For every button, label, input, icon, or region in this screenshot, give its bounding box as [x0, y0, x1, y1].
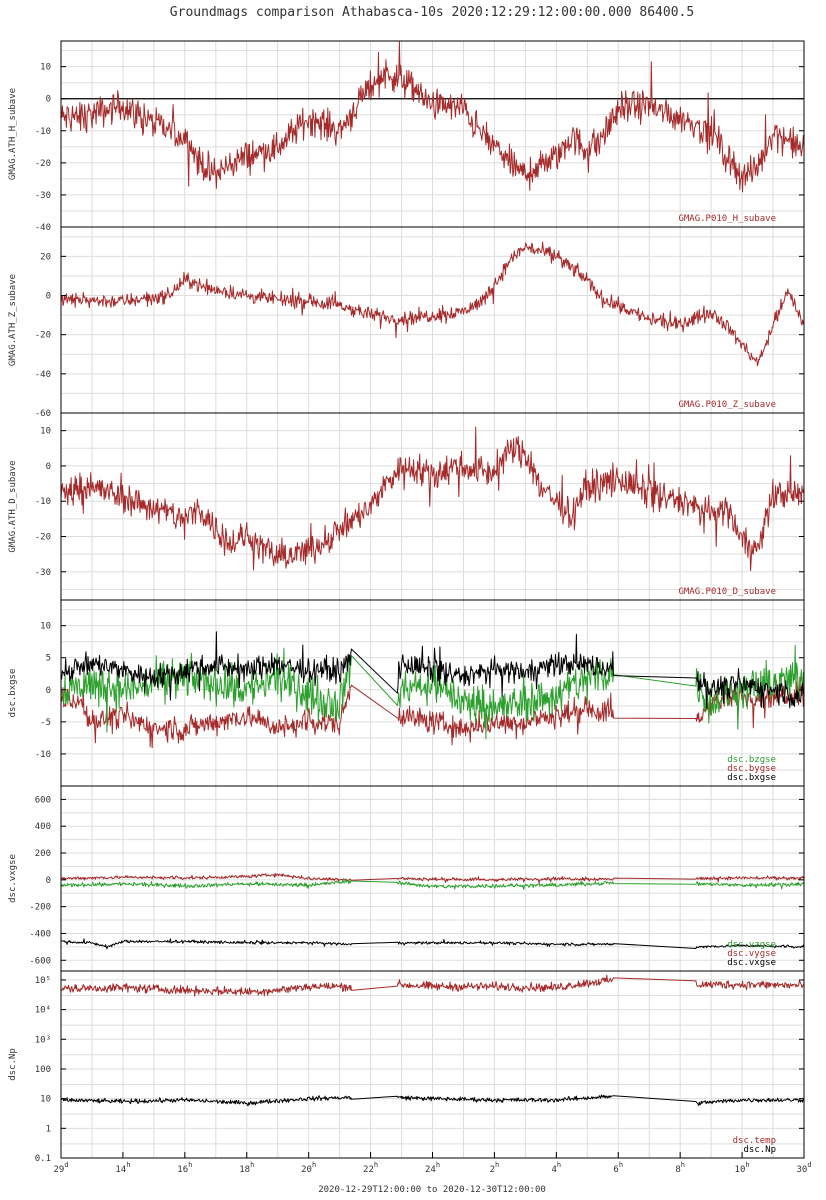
y-tick-label: 400: [35, 822, 51, 832]
x-tick-label: 20h: [301, 1161, 316, 1175]
series-line-red: [60, 241, 805, 367]
y-tick-label: -10: [35, 127, 51, 137]
series-line-green: [60, 644, 805, 740]
y-tick-label: 600: [35, 795, 51, 805]
chart-title: Groundmags comparison Athabasca-10s 2020…: [170, 5, 694, 20]
y-tick-label: 0: [46, 95, 51, 105]
x-tick-label: 24h: [425, 1161, 440, 1175]
y-axis-label: GMAG.ATH_D_subave: [8, 460, 18, 552]
y-tick-label: 0: [46, 462, 51, 472]
series-line-red: [60, 41, 805, 193]
y-tick-label: -600: [29, 956, 51, 966]
x-tick-label: 14h: [115, 1161, 130, 1175]
y-tick-label: 100: [35, 1065, 51, 1075]
y-tick-label: -200: [29, 903, 51, 913]
series-line-red: [60, 974, 805, 997]
y-tick-label: 10: [40, 427, 51, 437]
x-tick-label: 8h: [675, 1161, 685, 1175]
x-tick-label: 16h: [177, 1161, 192, 1175]
panel-stack: 100-10-20-30-40GMAG.ATH_H_subaveGMAG.P01…: [8, 40, 805, 1164]
panel-4: 1050-5-10dsc.bxgsedsc.bzgsedsc.bygsedsc.…: [8, 599, 805, 787]
legend-entry: dsc.bygse: [727, 764, 776, 774]
series-line-red: [60, 872, 805, 884]
x-tick-label: 4h: [552, 1161, 562, 1175]
panel-3: 10 0 -10 -20 -30 GMAG.ATH_D_subave GMAG.P010_D…: [8, 412, 805, 601]
y-tick-label: 1: [46, 1124, 51, 1134]
x-tick-label: 18h: [239, 1161, 254, 1175]
y-tick-label: 0: [46, 686, 51, 696]
y-tick-label: 10³: [35, 1035, 51, 1045]
x-tick-label: 2h: [490, 1161, 500, 1175]
series-line-black: [60, 1094, 805, 1107]
series-line-black: [60, 938, 805, 950]
y-tick-label: -10: [35, 497, 51, 507]
y-tick-label: 10: [40, 1095, 51, 1105]
y-tick-label: 20: [40, 252, 51, 262]
legend-entry: dsc.Np: [743, 1145, 776, 1155]
legend-entry: dsc.bxgse: [727, 773, 776, 783]
y-tick-label: -40: [35, 223, 51, 233]
y-axis-label: dsc.vxgse: [8, 854, 18, 903]
y-tick-label: -10: [35, 750, 51, 760]
y-tick-label: -20: [35, 331, 51, 341]
y-tick-label: -30: [35, 568, 51, 578]
legend-entry: GMAG.P010_D_subave: [678, 587, 776, 597]
y-tick-label: -5: [40, 718, 51, 728]
y-tick-label: 5: [46, 654, 51, 664]
panel-2: 20 0 -20 -40 -60 GMAG.ATH_Z_subave GMAG.P010_Z…: [8, 226, 805, 419]
panel-1: 10 0 -10 -20 -30 -40 GMAG.ATH_H_subave GMAG.P01…: [8, 40, 805, 233]
legend-entry: dsc.temp: [733, 1136, 776, 1146]
legend-entry: dsc.bzgse: [727, 755, 776, 765]
series-line-green: [60, 878, 805, 890]
series-line-red: [60, 676, 805, 749]
series-line-red: [60, 426, 805, 572]
y-tick-label: -20: [35, 532, 51, 542]
y-tick-label: 10: [40, 63, 51, 73]
legend-entry: GMAG.P010_H_subave: [678, 214, 776, 224]
y-axis-label: dsc.bxgse: [8, 669, 18, 718]
y-tick-label: -20: [35, 159, 51, 169]
y-tick-label: 10⁴: [35, 1006, 51, 1016]
panel-5: 600 400 200 0 -200 -400 -600 dsc.vxgse dsc.vzgse…: [8, 785, 805, 972]
x-tick-label: 22h: [363, 1161, 378, 1175]
legend-entry: dsc.vxgse: [727, 958, 776, 968]
x-tick-label: 30d: [796, 1161, 811, 1175]
y-tick-label: 10⁵: [35, 976, 51, 986]
x-tick-label: 10h: [735, 1161, 750, 1175]
legend-entry: GMAG.P010_Z_subave: [678, 400, 776, 410]
y-tick-label: 0: [46, 876, 51, 886]
x-axis: 29d 14h 16h 18h 20h 22h 24h 2h 4h 6h 8h 10h 30d: [53, 1152, 812, 1175]
y-tick-label: 10: [40, 622, 51, 632]
y-tick-label: -30: [35, 191, 51, 201]
y-tick-label: 200: [35, 849, 51, 859]
y-axis-label: dsc.Np: [8, 1048, 18, 1081]
y-tick-label: -40: [35, 370, 51, 380]
y-axis-label: GMAG.ATH_Z_subave: [8, 274, 18, 366]
y-tick-label: -60: [35, 409, 51, 419]
x-tick-label: 6h: [613, 1161, 623, 1175]
legend-entry: dsc.vygse: [727, 949, 776, 959]
y-tick-label: 0: [46, 292, 51, 302]
y-axis-label: GMAG.ATH_H_subave: [8, 88, 18, 180]
time-range-label: 2020-12-29T12:00:00 to 2020-12-30T12:00:…: [318, 1185, 546, 1195]
y-tick-label: 0.1: [35, 1154, 51, 1164]
series-line-black: [60, 631, 805, 709]
x-tick-label: 29d: [53, 1161, 68, 1175]
legend-entry: dsc.vzgse: [727, 940, 776, 950]
y-tick-label: -400: [29, 929, 51, 939]
